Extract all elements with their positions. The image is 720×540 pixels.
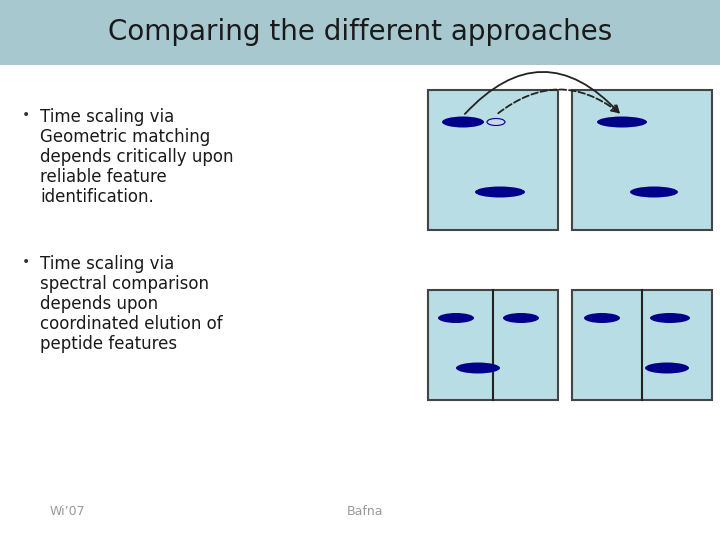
Text: Geometric matching: Geometric matching — [40, 128, 210, 146]
Ellipse shape — [650, 313, 690, 323]
Text: •: • — [22, 255, 30, 269]
Ellipse shape — [456, 362, 500, 374]
Text: depends upon: depends upon — [40, 295, 158, 313]
Text: depends critically upon: depends critically upon — [40, 148, 233, 166]
Ellipse shape — [584, 313, 620, 323]
Text: coordinated elution of: coordinated elution of — [40, 315, 222, 333]
Ellipse shape — [487, 118, 505, 125]
Text: Time scaling via: Time scaling via — [40, 108, 174, 126]
Ellipse shape — [645, 362, 689, 374]
Text: reliable feature: reliable feature — [40, 168, 167, 186]
Bar — [428, 290, 558, 400]
Text: Time scaling via: Time scaling via — [40, 255, 174, 273]
Text: Bafna: Bafna — [347, 505, 383, 518]
Bar — [572, 290, 712, 400]
Ellipse shape — [630, 186, 678, 198]
Ellipse shape — [475, 186, 525, 198]
Text: identification.: identification. — [40, 188, 154, 206]
Bar — [428, 90, 558, 230]
Text: •: • — [22, 108, 30, 122]
Ellipse shape — [442, 117, 484, 127]
Text: Wi’07: Wi’07 — [50, 505, 86, 518]
Ellipse shape — [503, 313, 539, 323]
FancyArrowPatch shape — [465, 72, 618, 114]
Bar — [572, 90, 712, 230]
Text: spectral comparison: spectral comparison — [40, 275, 209, 293]
Ellipse shape — [597, 117, 647, 127]
Text: peptide features: peptide features — [40, 335, 177, 353]
FancyArrowPatch shape — [498, 90, 618, 113]
Bar — [0, 0, 720, 65]
Text: Comparing the different approaches: Comparing the different approaches — [108, 18, 612, 46]
Ellipse shape — [438, 313, 474, 323]
